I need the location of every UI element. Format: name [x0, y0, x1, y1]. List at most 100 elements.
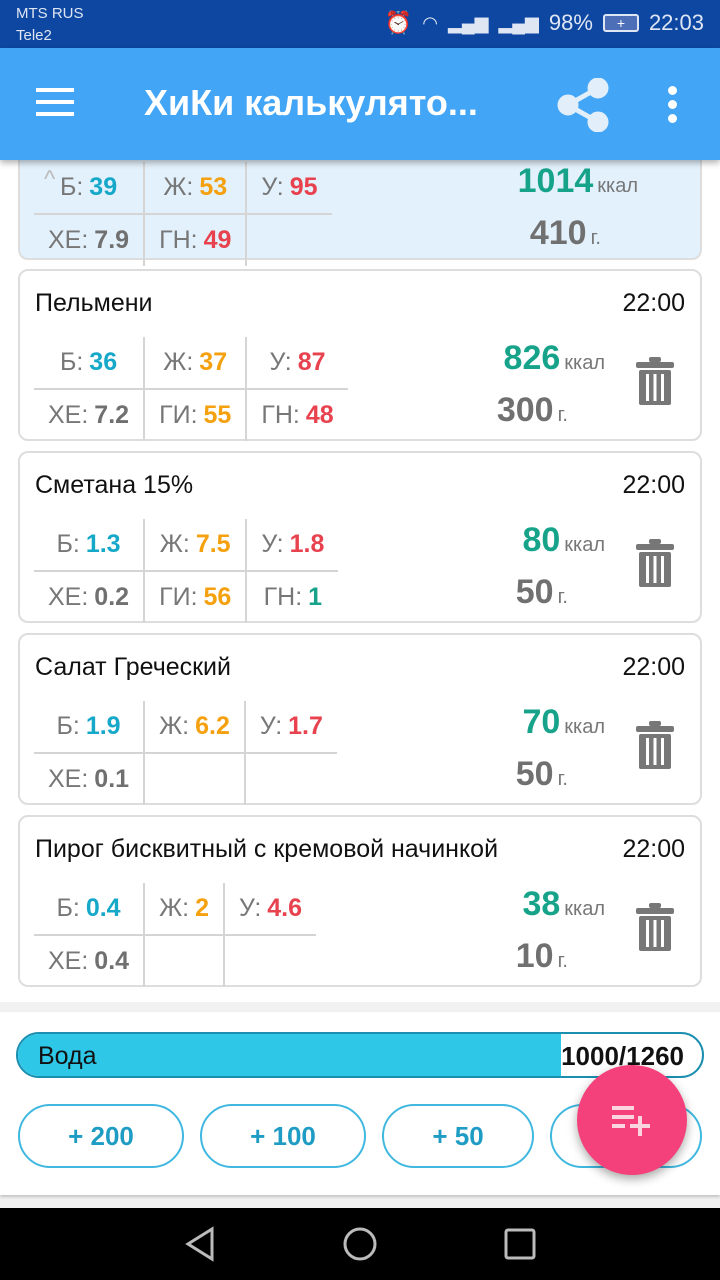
battery-percent: 98%: [548, 10, 593, 35]
app-title: ХиКи калькулято...: [144, 82, 478, 123]
food-time: 22:00: [622, 653, 685, 681]
nutrient-label: Б:: [59, 173, 84, 201]
home-icon[interactable]: [342, 1226, 378, 1262]
nutrient-value: 0.1: [94, 765, 130, 793]
nutrient-cell: ХЕ: 7.2: [34, 389, 144, 441]
nutrient-cell: Б: 39: [34, 162, 145, 215]
food-card[interactable]: Салат Греческий 22:00 Б: 1.9 Ж: 6.2 У: 1.7 ХЕ: 0.…: [18, 633, 702, 805]
nutrient-cell: ГН: 48: [245, 389, 348, 441]
calories-value: 826: [503, 339, 561, 377]
nutrient-value: 1: [308, 583, 323, 611]
nutrient-row: ХЕ: 7.2 ГИ: 55 ГН: 48: [34, 389, 348, 441]
nutrient-label: У:: [259, 712, 283, 740]
food-time: 22:00: [622, 471, 685, 499]
calories: 80 ккал: [522, 521, 605, 560]
nutrient-cell: ХЕ: 7.9: [34, 214, 144, 266]
more-vert-icon[interactable]: [668, 86, 677, 128]
nutrient-label: У:: [239, 894, 262, 922]
nutrient-cell: Б: 1.3: [34, 519, 145, 572]
weight-unit: г.: [557, 950, 568, 972]
nutrient-grid: Б: 36 Ж: 37 У: 87 ХЕ: 7.2 ГИ: 55 ГН: 48: [34, 337, 348, 441]
water-label: Вода: [38, 1042, 97, 1070]
nutrient-value: 49: [203, 226, 232, 254]
nutrient-cell: [143, 935, 224, 987]
nutrient-label: Б:: [56, 712, 80, 740]
nutrient-grid: Б: 1.9 Ж: 6.2 У: 1.7 ХЕ: 0.1: [34, 701, 337, 805]
back-icon[interactable]: [184, 1226, 216, 1262]
nutrient-label: У:: [261, 173, 284, 201]
delete-icon[interactable]: [636, 721, 674, 769]
nutrient-label: Б:: [56, 530, 80, 558]
add-water-50-button[interactable]: + 50: [382, 1104, 534, 1168]
share-icon[interactable]: [556, 78, 610, 132]
nutrient-value: 48: [305, 401, 334, 429]
nutrient-cell: Б: 0.4: [34, 883, 145, 936]
nutrient-value: 0.4: [85, 894, 121, 922]
nutrient-cell: У: 1.8: [245, 519, 339, 572]
nutrient-value: 55: [203, 401, 232, 429]
food-card[interactable]: Сметана 15% 22:00 Б: 1.3 Ж: 7.5 У: 1.8 ХЕ: 0.2 ГИ:…: [18, 451, 702, 623]
nutrient-cell: У: 95: [245, 162, 332, 215]
calories-unit: ккал: [564, 898, 605, 920]
nutrient-cell: [245, 214, 332, 266]
nutrient-cell: ГН: 1: [245, 571, 339, 623]
nutrient-value: 2: [195, 894, 209, 922]
food-card[interactable]: Пирог бисквитный с кремовой начинкой 22:0…: [18, 815, 702, 987]
delete-icon[interactable]: [636, 357, 674, 405]
nutrient-row: Б: 0.4 Ж: 2 У: 4.6: [34, 883, 317, 936]
calories-value: 38: [522, 885, 561, 923]
nutrient-cell: ГИ: 56: [143, 571, 247, 623]
nutrient-label: ХЕ:: [48, 583, 89, 611]
recents-icon[interactable]: [504, 1228, 536, 1260]
nutrient-row: Б: 39 Ж: 53 У: 95: [34, 162, 332, 215]
nutrient-cell: ХЕ: 0.4: [34, 935, 144, 987]
wifi-icon: ◠: [422, 12, 438, 33]
nutrient-cell: У: 87: [245, 337, 348, 390]
weight-unit: г.: [590, 227, 601, 249]
nutrient-value: 1.7: [288, 712, 323, 740]
nutrient-value: 0.2: [94, 583, 130, 611]
nutrient-label: Б:: [56, 894, 80, 922]
weight-value: 410: [529, 214, 587, 252]
delete-icon[interactable]: [636, 539, 674, 587]
battery-charging-icon: +: [602, 14, 639, 32]
nutrient-value: 36: [89, 348, 118, 376]
food-card[interactable]: Пельмени 22:00 Б: 36 Ж: 37 У: 87 ХЕ: 7.2 ГИ: 55 ГН: 4…: [18, 269, 702, 441]
add-food-fab[interactable]: [577, 1065, 687, 1175]
nutrient-grid: Б: 39 Ж: 53 У: 95 ХЕ: 7.9 ГН: 49: [34, 162, 332, 266]
weight: 300 г.: [497, 391, 568, 430]
nutrient-cell: Б: 1.9: [34, 701, 145, 754]
water-progress-bar: Вода 1000/1260: [16, 1032, 704, 1078]
playlist-add-icon: [612, 1106, 650, 1136]
nutrient-value: 95: [289, 173, 318, 201]
nutrient-cell: ХЕ: 0.2: [34, 571, 144, 623]
nutrient-value: 39: [89, 173, 118, 201]
nutrient-label: У:: [261, 530, 284, 558]
signal-icon-2: ▂▄▆: [498, 12, 539, 33]
calories-value: 1014: [517, 162, 594, 200]
food-list[interactable]: Б: 39 Ж: 53 У: 95 ХЕ: 7.9 ГН: 49 ^ 1014 ккал 410 г. Пе…: [0, 160, 720, 1002]
weight-value: 10: [515, 937, 554, 975]
nutrient-cell: Ж: 2: [143, 883, 224, 936]
carrier-name: MTS RUS: [16, 5, 84, 22]
menu-icon[interactable]: [36, 88, 74, 118]
weight-unit: г.: [557, 768, 568, 790]
calories-unit: ккал: [564, 716, 605, 738]
food-name: Пирог бисквитный с кремовой начинкой: [35, 835, 499, 863]
food-name: Салат Греческий: [35, 653, 231, 681]
weight-unit: г.: [557, 404, 568, 426]
system-nav-bar: [0, 1208, 720, 1280]
food-name: Пельмени: [35, 289, 153, 317]
food-name: Сметана 15%: [35, 471, 194, 499]
alarm-icon: ⏰: [384, 10, 413, 35]
nutrient-label: ГИ:: [159, 583, 198, 611]
nutrient-cell: [222, 935, 317, 987]
collapse-chevron-icon[interactable]: ^: [44, 166, 56, 193]
nutrient-label: Ж:: [159, 894, 190, 922]
calories-unit: ккал: [564, 534, 605, 556]
add-water-200-button[interactable]: + 200: [18, 1104, 184, 1168]
nutrient-label: Ж:: [163, 348, 194, 376]
add-water-100-button[interactable]: + 100: [200, 1104, 366, 1168]
delete-icon[interactable]: [636, 903, 674, 951]
nutrient-value: 4.6: [267, 894, 303, 922]
